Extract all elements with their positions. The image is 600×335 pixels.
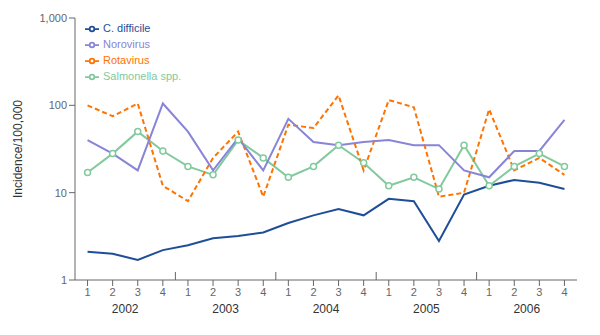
svg-text:1,000: 1,000 — [39, 12, 67, 24]
svg-text:4: 4 — [361, 286, 367, 298]
svg-text:2002: 2002 — [112, 302, 139, 316]
html-text:Salmonella spp.: Salmonella spp. — [103, 70, 182, 83]
svg-text:2003: 2003 — [212, 302, 239, 316]
svg-text:2: 2 — [110, 286, 116, 298]
svg-text:1: 1 — [486, 286, 492, 298]
svg-text:2005: 2005 — [413, 302, 440, 316]
svg-text:2004: 2004 — [313, 302, 340, 316]
svg-text:1: 1 — [185, 286, 191, 298]
svg-text:3: 3 — [335, 286, 341, 298]
svg-text:1: 1 — [61, 274, 67, 286]
svg-text:4: 4 — [160, 286, 166, 298]
svg-text:4: 4 — [260, 286, 266, 298]
svg-text:1: 1 — [84, 286, 90, 298]
svg-text:2: 2 — [511, 286, 517, 298]
svg-text:100: 100 — [49, 99, 67, 111]
svg-text:3: 3 — [235, 286, 241, 298]
svg-text:2: 2 — [210, 286, 216, 298]
svg-text:2: 2 — [310, 286, 316, 298]
svg-text:3: 3 — [135, 286, 141, 298]
html-text:Norovirus: Norovirus — [103, 38, 151, 51]
svg-text:4: 4 — [561, 286, 567, 298]
svg-text:1: 1 — [386, 286, 392, 298]
svg-text:2: 2 — [411, 286, 417, 298]
svg-text:10: 10 — [55, 187, 67, 199]
html-text:Rotavirus: Rotavirus — [103, 54, 150, 67]
svg-text:3: 3 — [536, 286, 542, 298]
svg-text:2006: 2006 — [513, 302, 540, 316]
svg-text:3: 3 — [436, 286, 442, 298]
svg-text:Incidence/100,000: Incidence/100,000 — [11, 100, 25, 198]
svg-text:1: 1 — [285, 286, 291, 298]
svg-text:4: 4 — [461, 286, 467, 298]
html-text:C. difficile: C. difficile — [103, 22, 151, 34]
